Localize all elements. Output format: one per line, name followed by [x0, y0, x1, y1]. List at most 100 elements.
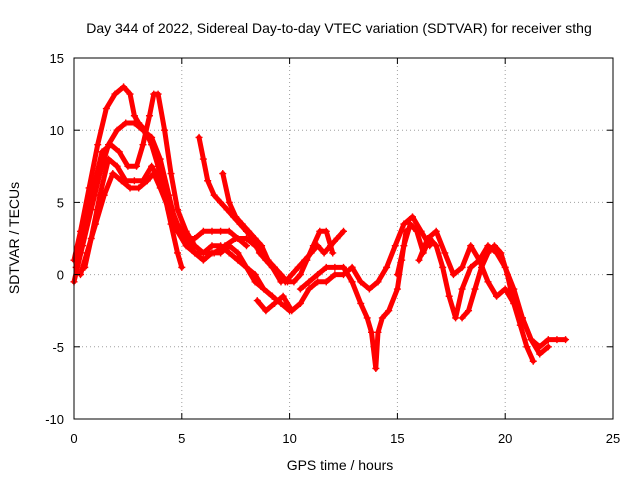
data-point-marker: [96, 191, 104, 199]
data-point-marker: [467, 263, 475, 271]
data-point-marker: [372, 364, 380, 372]
series-trace: [416, 228, 551, 357]
data-point-marker: [115, 148, 123, 156]
data-point-marker: [340, 263, 347, 271]
data-point-marker: [452, 314, 460, 322]
series-arc5: [81, 155, 276, 300]
data-point-marker: [288, 271, 296, 279]
data-point-marker: [439, 263, 447, 271]
data-point-marker: [253, 297, 261, 305]
x-tick-label: 5: [178, 431, 185, 446]
data-point-marker: [527, 336, 535, 344]
data-point-marker: [516, 321, 524, 329]
data-point-marker: [232, 213, 240, 221]
data-point-marker: [120, 83, 128, 91]
data-point-marker: [225, 198, 233, 206]
plot-frame: [73, 57, 614, 420]
data-point-marker: [333, 235, 341, 242]
data-point-marker: [268, 292, 276, 300]
data-point-marker: [208, 242, 216, 250]
y-axis-label: SDTVAR / TECUs: [6, 182, 22, 294]
data-point-marker: [305, 285, 313, 293]
data-point-marker: [432, 227, 440, 235]
data-point-marker: [322, 278, 330, 286]
data-point-marker: [126, 184, 134, 192]
series-arc12: [458, 242, 537, 365]
data-point-marker: [156, 177, 164, 185]
data-point-marker: [122, 177, 130, 185]
data-point-marker: [210, 191, 218, 199]
axis-ticks: 0 5 10 15 20 25 -10 -5 0 5 10 15: [45, 51, 620, 446]
data-point-marker: [126, 90, 134, 98]
data-point-marker: [368, 328, 376, 336]
data-point-marker: [348, 278, 356, 286]
data-point-marker: [225, 242, 233, 250]
data-point-marker: [484, 242, 492, 250]
data-point-marker: [445, 292, 453, 300]
data-point-marker: [424, 235, 432, 242]
data-point-marker: [322, 227, 330, 235]
data-point-marker: [529, 357, 537, 365]
data-point-marker: [374, 328, 382, 336]
data-point-marker: [408, 213, 416, 221]
data-point-marker: [139, 177, 147, 185]
data-point-marker: [458, 314, 466, 322]
chart-title: Day 344 of 2022, Sidereal Day-to-day VTE…: [86, 20, 592, 36]
data-point-marker: [199, 249, 207, 257]
x-tick-label: 0: [70, 431, 77, 446]
series-arc8: [253, 213, 434, 315]
data-point-marker: [329, 249, 337, 257]
data-point-marker: [383, 263, 391, 271]
data-point-marker: [217, 249, 225, 257]
data-point-marker: [255, 249, 263, 257]
data-point-marker: [348, 263, 356, 271]
data-point-marker: [87, 235, 95, 242]
data-point-marker: [449, 271, 457, 279]
data-point-marker: [296, 299, 304, 307]
data-point-marker: [465, 307, 473, 315]
data-point-marker: [148, 133, 156, 141]
data-point-marker: [122, 119, 130, 127]
data-point-marker: [242, 235, 250, 242]
data-point-marker: [173, 220, 181, 228]
data-point-marker: [484, 249, 492, 257]
data-point-marker: [340, 227, 347, 235]
data-point-marker: [471, 285, 479, 293]
data-point-marker: [238, 220, 246, 228]
data-point-marker: [208, 249, 216, 257]
data-point-marker: [191, 235, 199, 242]
data-point-marker: [167, 170, 175, 178]
data-point-marker: [199, 155, 207, 163]
data-point-marker: [510, 299, 518, 307]
series-trace: [220, 171, 336, 285]
data-point-marker: [406, 220, 414, 228]
data-point-marker: [173, 249, 181, 257]
series-trace: [394, 221, 569, 350]
data-point-marker: [271, 299, 279, 307]
data-point-marker: [191, 249, 199, 257]
data-point-marker: [365, 285, 373, 293]
data-point-marker: [258, 242, 266, 250]
x-tick-label: 20: [498, 431, 512, 446]
data-point-marker: [208, 227, 216, 235]
data-point-marker: [385, 307, 393, 315]
data-point-marker: [109, 170, 117, 178]
data-point-marker: [413, 227, 421, 235]
data-point-marker: [262, 307, 270, 315]
data-point-marker: [363, 314, 371, 322]
data-point-marker: [217, 198, 225, 206]
x-tick-label: 15: [390, 431, 404, 446]
data-point-marker: [316, 227, 324, 235]
data-point-marker: [81, 227, 89, 235]
data-point-marker: [279, 292, 287, 300]
data-point-marker: [544, 336, 552, 344]
data-point-marker: [264, 256, 272, 264]
data-point-marker: [234, 249, 242, 257]
data-point-marker: [199, 227, 207, 235]
data-point-marker: [393, 271, 401, 279]
data-point-marker: [467, 242, 475, 250]
data-point-marker: [260, 285, 268, 293]
data-point-marker: [133, 162, 141, 170]
data-point-marker: [441, 249, 449, 257]
